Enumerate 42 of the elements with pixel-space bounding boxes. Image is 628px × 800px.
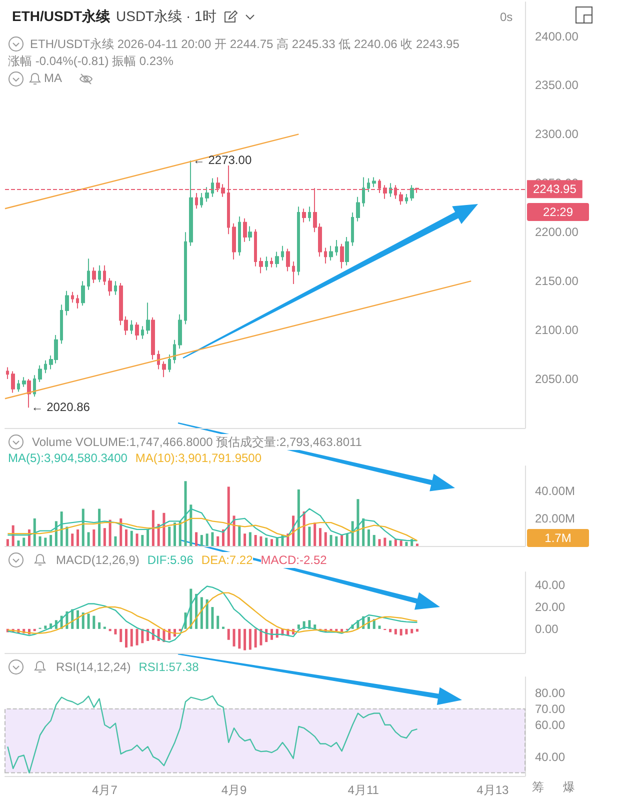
ref-line-label: 2243.95 [533,182,577,196]
annotation: ← 2020.86 [31,400,90,414]
text: MACD:-2.52 [260,552,327,568]
chart-title: RSI(14,12,24) [56,659,131,675]
y-tick-label: 20.00 [535,600,566,614]
annotation: MA [44,71,62,85]
y-tick-label: 2050.00 [535,372,579,386]
text: MA(5):3,904,580.3400 [8,450,128,466]
annotation: ETH/USDT永续 2026-04-11 20:00 开 2244.75 高 2245.33 低 2240.06 收 2243.95 [30,36,460,53]
annotation: ← 2273.00 [192,152,252,167]
text: MA(10):3,901,791.9500 [135,450,262,466]
text: DEA:7.22 [201,552,253,568]
annotation: 涨幅 -0.04%(-0.81) 振幅 0.23% [8,53,174,70]
y-tick-label: 40.00 [535,578,566,592]
y-tick-label: 0.00 [535,622,559,636]
x-tick-label: 4月9 [221,783,248,797]
text: 筹 [532,779,544,796]
y-tick-label: 80.00 [535,686,566,700]
y-tick-label: 60.00 [535,718,566,732]
x-tick-label: 4月13 [476,783,509,797]
series-label: DIF:5.96 [147,552,194,568]
annotation: 0s [500,10,513,24]
chart-title: MACD(12,26,9) [56,552,140,568]
chart-title: ETH/USDT永续 [12,8,110,26]
y-tick-label: 2300.00 [535,127,579,142]
text: 22:29 [527,203,589,221]
y-tick-label: 40.00 [535,750,566,764]
y-tick-label: 2200.00 [535,225,579,240]
text: 爆 [563,779,575,796]
x-tick-label: 4月7 [92,783,118,797]
chart-subtitle: USDT永续 · 1时 [116,8,216,26]
y-tick-label: 2150.00 [535,274,579,288]
y-tick-label: 20.00M [535,511,576,526]
y-tick-label: 2350.00 [535,78,579,92]
text: RSI1:57.38 [138,659,199,675]
y-tick-label: 40.00M [535,484,576,498]
x-tick-label: 4月11 [348,783,380,797]
text: 1.7M [527,529,589,547]
chart-title: Volume VOLUME:1,747,466.8000 预估成交量:2,793,463.8011 [32,434,362,450]
y-tick-label: 2100.00 [535,323,579,338]
y-tick-label: 70.00 [535,702,566,716]
y-tick-label: 2400.00 [535,29,579,44]
